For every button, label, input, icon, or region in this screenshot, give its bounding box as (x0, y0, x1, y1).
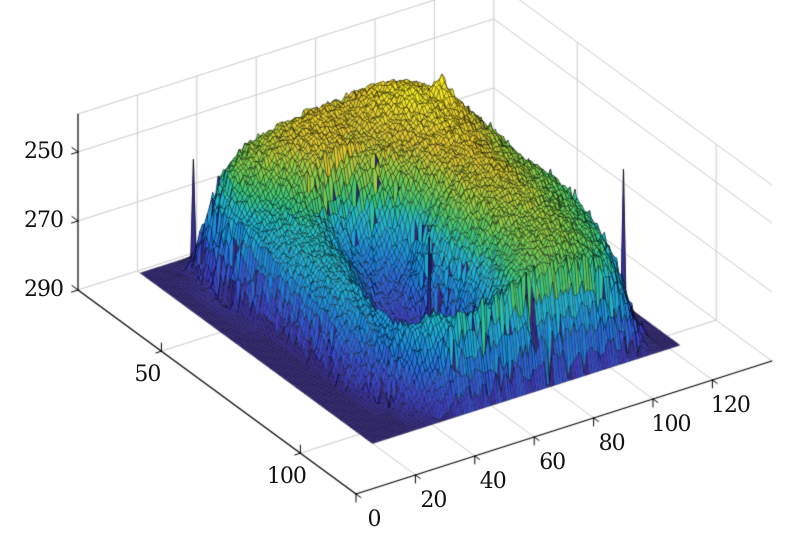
surface-plot-canvas (0, 0, 800, 533)
figure: 0 20 40 60 80 100 120 50 100 250 270 290 (0, 0, 800, 533)
